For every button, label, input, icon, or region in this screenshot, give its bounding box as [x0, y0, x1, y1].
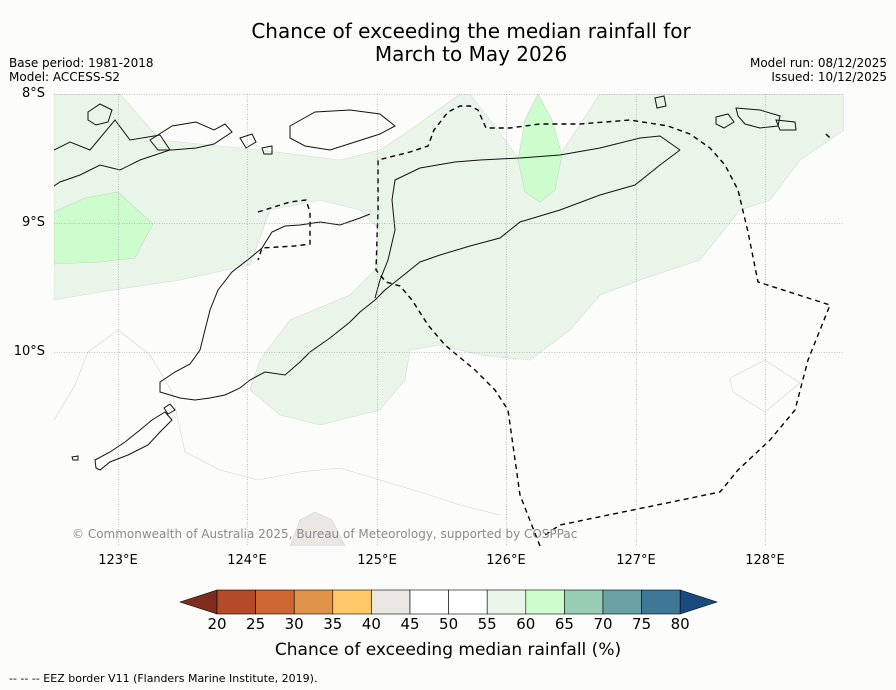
cbar-tick-45: 45 [400, 615, 420, 633]
cbar-tick-80: 80 [670, 615, 690, 633]
coast-island-pantar [149, 121, 233, 151]
cbar-tick-60: 60 [516, 615, 536, 633]
colorbar-title: Chance of exceeding median rainfall (%) [274, 640, 622, 660]
lat-label-9s: 9°S [21, 215, 45, 230]
colorbar-seg-35-40 [332, 589, 372, 615]
colorbar-seg-65-70 [564, 589, 604, 615]
colorbar-seg-70-75 [602, 589, 642, 615]
lon-label-127e: 127°E [616, 553, 656, 568]
base-period: Base period: 1981-2018 [9, 56, 154, 70]
eez-border-main [375, 105, 831, 546]
colorbar-seg-45-50 [409, 589, 449, 615]
cbar-tick-50: 50 [439, 615, 459, 633]
cbar-tick-55: 55 [477, 615, 497, 633]
cbar-tick-25: 25 [246, 615, 266, 633]
copyright-notice: © Commonwealth of Australia 2025, Bureau… [72, 527, 578, 541]
colorbar-seg-40-45 [371, 589, 411, 615]
coast-semau [163, 403, 176, 415]
coast-timor-west [159, 213, 376, 401]
coast-wetar [289, 109, 396, 151]
cbar-tick-20: 20 [207, 615, 227, 633]
coast-small-1 [239, 133, 257, 149]
coast-timor-south [374, 149, 681, 301]
lon-label-125e: 125°E [357, 553, 397, 568]
coast-ndao [71, 455, 79, 461]
meta-left: Base period: 1981-2018 Model: ACCESS-S2 [9, 56, 154, 84]
cbar-tick-65: 65 [554, 615, 574, 633]
map-title: Chance of exceeding the median rainfall … [251, 19, 691, 66]
coast-island-alor [87, 103, 113, 126]
colorbar-seg-75-80 [641, 589, 681, 615]
colorbar [179, 589, 718, 615]
coast-atauro [654, 95, 667, 109]
eez-legend-note: -- -- -- EEZ border V11 (Flanders Marine… [9, 672, 318, 685]
lon-label-123e: 123°E [98, 553, 138, 568]
colorbar-upper-arrow [679, 589, 718, 615]
cbar-tick-70: 70 [593, 615, 613, 633]
coast-timor-north [374, 135, 681, 299]
shade-40-45-south [289, 511, 346, 546]
coast-damar-2 [775, 119, 797, 131]
cbar-tick-40: 40 [361, 615, 381, 633]
lat-label-8s: 8°S [21, 86, 45, 101]
lon-label-126e: 126°E [486, 553, 526, 568]
colorbar-seg-20-25 [216, 589, 256, 615]
eez-border-east [825, 133, 833, 141]
shade-55-60-north [54, 94, 844, 426]
colorbar-seg-30-35 [293, 589, 334, 615]
coast-damar [735, 107, 781, 129]
colorbar-seg-55-60 [486, 589, 527, 615]
lat-label-10s: 10°S [13, 344, 45, 359]
colorbar-seg-25-30 [255, 589, 295, 615]
lon-label-124e: 124°E [227, 553, 267, 568]
coast-small-2 [261, 145, 273, 155]
meta-right: Model run: 08/12/2025 Issued: 10/12/2025 [750, 56, 887, 84]
model-name: Model: ACCESS-S2 [9, 70, 121, 84]
colorbar-seg-60-65 [525, 589, 565, 615]
shade-60-65-north [517, 94, 563, 203]
issued-date: Issued: 10/12/2025 [771, 70, 887, 84]
eez-border-west [257, 199, 311, 261]
lon-label-128e: 128°E [745, 553, 785, 568]
coast-roti [94, 411, 173, 471]
shade-60-65-west [54, 191, 154, 265]
colorbar-seg-50-55 [448, 589, 488, 615]
cbar-tick-30: 30 [284, 615, 304, 633]
coast-romang [715, 113, 735, 129]
model-run: Model run: 08/12/2025 [749, 56, 887, 70]
cbar-tick-35: 35 [323, 615, 343, 633]
cbar-tick-75: 75 [632, 615, 652, 633]
colorbar-lower-arrow [179, 589, 218, 615]
